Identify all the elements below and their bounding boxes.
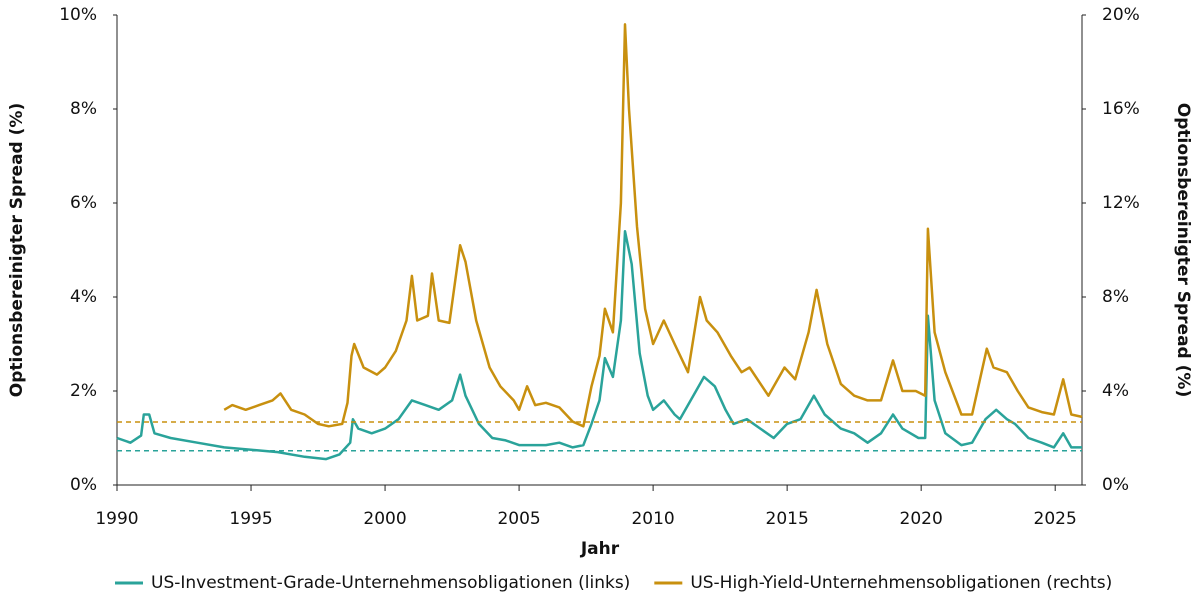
x-tick-label: 1990 <box>95 509 138 529</box>
y-tick-label: 4% <box>70 287 97 307</box>
x-tick-label: 2005 <box>497 509 540 529</box>
y2-tick-label: 4% <box>1102 381 1129 401</box>
x-tick-label: 1995 <box>229 509 272 529</box>
series-line <box>223 23 1083 428</box>
y-tick-label: 10% <box>59 5 97 25</box>
x-axis-title: Jahr <box>580 539 620 559</box>
x-tick-label: 2010 <box>631 509 674 529</box>
y-tick-label: 6% <box>70 193 97 213</box>
series-line <box>116 229 1082 461</box>
y2-tick-label: 16% <box>1102 99 1140 119</box>
y2-tick-label: 12% <box>1102 193 1140 213</box>
x-tick-label: 2020 <box>900 509 943 529</box>
legend-label: US-Investment-Grade-Unternehmensobligati… <box>151 573 630 593</box>
y2-tick-label: 20% <box>1102 5 1140 25</box>
y-tick-label: 2% <box>70 381 97 401</box>
x-tick-label: 2025 <box>1034 509 1077 529</box>
y-axis-title: Optionsbereinigter Spread (%) <box>7 103 27 397</box>
y-tick-label: 0% <box>70 475 97 495</box>
y2-tick-label: 8% <box>1102 287 1129 307</box>
x-tick-label: 2000 <box>363 509 406 529</box>
y2-axis-title: Optionsbereinigter Spread (%) <box>1173 103 1193 397</box>
y2-tick-label: 0% <box>1102 475 1129 495</box>
legend-label: US-High-Yield-Unternehmensobligationen (… <box>690 573 1112 593</box>
x-tick-label: 2015 <box>766 509 809 529</box>
y-tick-label: 8% <box>70 99 97 119</box>
